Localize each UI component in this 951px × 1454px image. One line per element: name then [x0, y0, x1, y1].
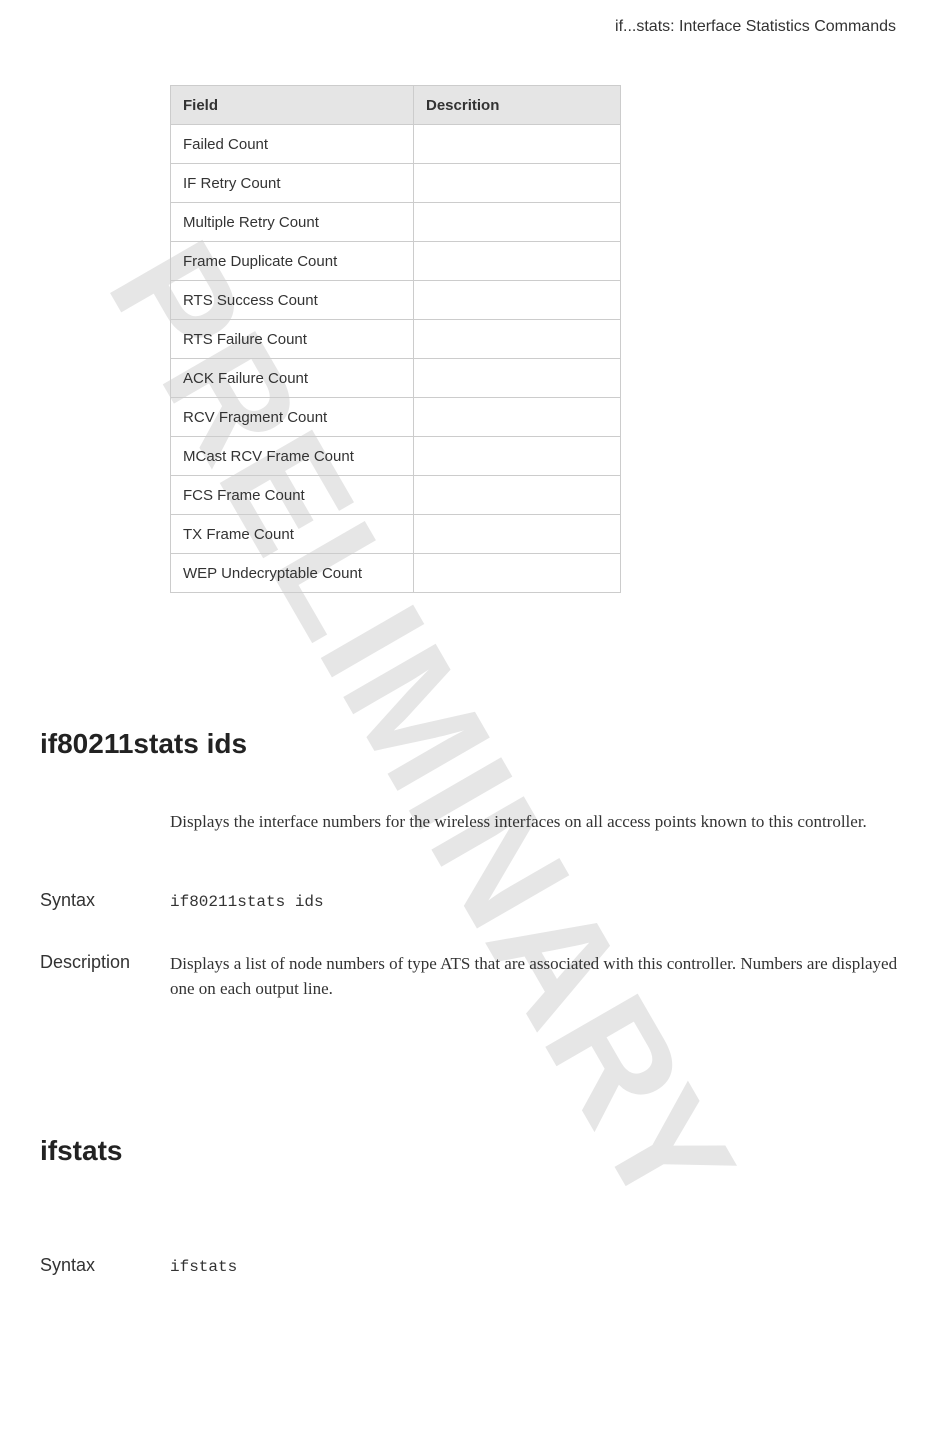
table-cell-field: RTS Failure Count	[171, 320, 414, 359]
table-cell-field: TX Frame Count	[171, 515, 414, 554]
table-row: RTS Failure Count	[171, 320, 621, 359]
field-description-table: Field Descrition Failed CountIF Retry Co…	[170, 85, 621, 593]
table-row: TX Frame Count	[171, 515, 621, 554]
table-cell-field: FCS Frame Count	[171, 476, 414, 515]
table-row: Failed Count	[171, 125, 621, 164]
table-cell-field: Frame Duplicate Count	[171, 242, 414, 281]
table-row: RCV Fragment Count	[171, 398, 621, 437]
table-header-field: Field	[171, 86, 414, 125]
table-cell-description	[414, 203, 621, 242]
table-cell-field: WEP Undecryptable Count	[171, 554, 414, 593]
table-row: MCast RCV Frame Count	[171, 437, 621, 476]
syntax-value: ifstats	[170, 1258, 237, 1276]
table-cell-field: Multiple Retry Count	[171, 203, 414, 242]
table-cell-field: RCV Fragment Count	[171, 398, 414, 437]
table-header-row: Field Descrition	[171, 86, 621, 125]
table-row: RTS Success Count	[171, 281, 621, 320]
section-title-if80211stats-ids: if80211stats ids	[40, 728, 247, 760]
table-cell-description	[414, 515, 621, 554]
table-row: Multiple Retry Count	[171, 203, 621, 242]
table-cell-description	[414, 398, 621, 437]
table-row: FCS Frame Count	[171, 476, 621, 515]
table-row: ACK Failure Count	[171, 359, 621, 398]
table-cell-description	[414, 476, 621, 515]
table-row: Frame Duplicate Count	[171, 242, 621, 281]
table-cell-description	[414, 359, 621, 398]
table-header-description: Descrition	[414, 86, 621, 125]
table-cell-description	[414, 281, 621, 320]
table-cell-field: RTS Success Count	[171, 281, 414, 320]
description-value: Displays a list of node numbers of type …	[170, 952, 900, 1001]
table-cell-description	[414, 554, 621, 593]
section-intro-if80211stats-ids: Displays the interface numbers for the w…	[170, 810, 900, 835]
table-cell-field: IF Retry Count	[171, 164, 414, 203]
header-chapter-title: if...stats: Interface Statistics Command…	[615, 18, 896, 36]
description-label: Description	[40, 952, 130, 973]
table-cell-description	[414, 164, 621, 203]
table-row: WEP Undecryptable Count	[171, 554, 621, 593]
syntax-label: Syntax	[40, 1255, 95, 1276]
syntax-value: if80211stats ids	[170, 893, 324, 911]
syntax-label: Syntax	[40, 890, 95, 911]
table-cell-field: ACK Failure Count	[171, 359, 414, 398]
table-cell-field: Failed Count	[171, 125, 414, 164]
table-cell-description	[414, 242, 621, 281]
table-cell-description	[414, 437, 621, 476]
table-cell-description	[414, 125, 621, 164]
section-title-ifstats: ifstats	[40, 1135, 122, 1167]
table-cell-description	[414, 320, 621, 359]
table-cell-field: MCast RCV Frame Count	[171, 437, 414, 476]
table-row: IF Retry Count	[171, 164, 621, 203]
